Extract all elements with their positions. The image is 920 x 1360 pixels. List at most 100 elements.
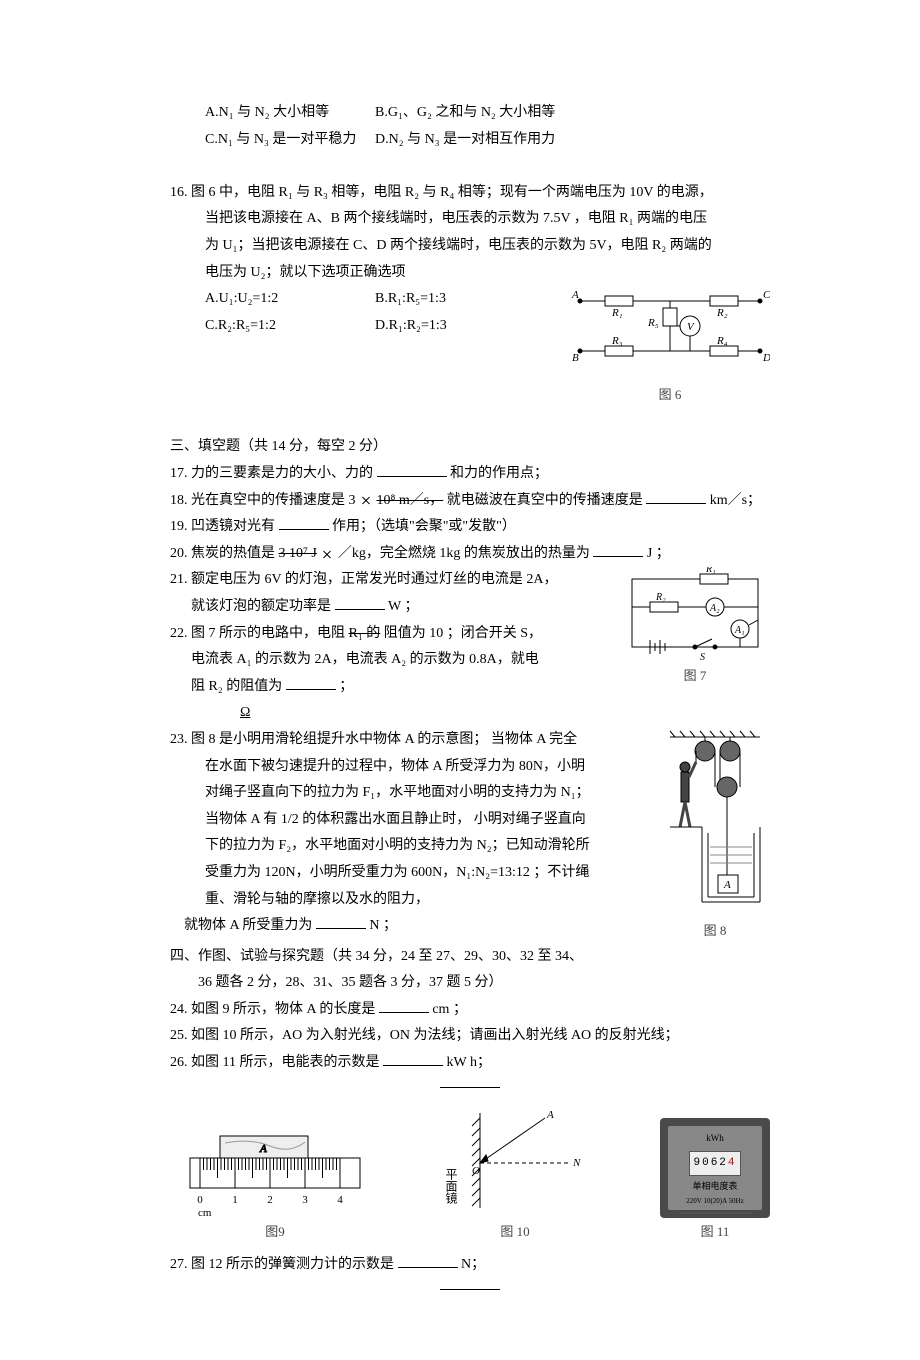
q15-optA: A.N₁ 与 N₂ 大小相等 [205, 100, 375, 127]
q16-optC: C.R₂:R₅=1:2 [205, 313, 375, 340]
q20-c: ／kg，完全燃烧 1kg 的焦炭放出的热量为 [338, 546, 590, 561]
svg-text:R₄: R₄ [716, 335, 728, 347]
q16-line2: 当把该电源接在 A、B 两个接线端时，电压表的示数为 7.5V ，电阻 R₁ 两… [205, 211, 707, 226]
q21-b: 就该灯泡的额定功率是 [170, 599, 331, 614]
q24-b: cm ； [432, 1002, 467, 1017]
meter-spec: 220V 10(20)A 50Hz [686, 1195, 743, 1208]
q23-h: 就物体 A 所受重力为 [184, 918, 312, 933]
q15-optC: C.N₁ 与 N₃ 是一对平稳力 [205, 127, 375, 154]
q17: 17. 力的三要素是力的大小、力的 和力的作用点； [170, 461, 770, 488]
q16-line4: 电压为 U₂；就以下选项正确选项 [205, 265, 406, 280]
svg-text:C: C [763, 289, 770, 301]
q26-a: 26. 如图 11 所示，电能表的示数是 [170, 1055, 379, 1070]
svg-text:2: 2 [267, 1194, 273, 1206]
svg-text:R₁: R₁ [611, 307, 623, 319]
svg-text:4: 4 [337, 1194, 343, 1206]
energy-meter: kWh 90624 单相电度表 220V 10(20)A 50Hz [660, 1118, 770, 1218]
section-3-title: 三、填空题（共 14 分，每空 2 分） [170, 434, 770, 461]
fig11-caption: 图 11 [660, 1220, 770, 1245]
q27-b: N； [461, 1257, 485, 1272]
fig7-caption: 图 7 [620, 664, 770, 689]
figure-7: R₁ R₂ A₂ A₁ S 图 7 [620, 567, 770, 689]
q25: 25. 如图 10 所示，AO 为入射光线，ON 为法线；请画出入射光线 AO … [170, 1023, 770, 1050]
q23-block: 23. 图 8 是小明用滑轮组提升水中物体 A 的示意图； 当物体 A 完全 在… [170, 727, 650, 940]
fig10-caption: 图 10 [445, 1220, 585, 1245]
q17-text: 17. 力的三要素是力的大小、力的 [170, 466, 373, 481]
svg-text:R₂: R₂ [716, 307, 728, 319]
svg-text:R₂: R₂ [655, 592, 666, 603]
figure-11: kWh 90624 单相电度表 220V 10(20)A 50Hz 图 11 [660, 1118, 770, 1245]
q22-a: 22. 图 7 所示的电路中，电阻 [170, 626, 349, 641]
q15-optB: B.G₁、G₂ 之和与 N₂ 大小相等 [375, 100, 555, 127]
q23-e: 下的拉力为 F₂，水平地面对小明的支持力为 N₂；已知动滑轮所 [205, 838, 590, 853]
q22-e: ； [339, 679, 353, 694]
q16-stem: 16. 图 6 中，电阻 R₁ 与 R₃ 相等，电阻 R₂ 与 R₄ 相等；现有… [170, 180, 770, 286]
mirror-label: 平面镜 [445, 1168, 458, 1204]
q23-b: 在水面下被匀速提升的过程中，物体 A 所受浮力为 80N，小明 [205, 759, 585, 774]
svg-text:O: O [472, 1165, 480, 1177]
figure-8: A 图 8 [660, 727, 770, 944]
svg-text:S: S [700, 652, 705, 662]
q16-options: A.U₁:U₂=1:2 B.R₁:R₅=1:3 C.R₂:R₅=1:2 D.R₁… [170, 286, 560, 339]
q20-a: 20. 焦炭的热值是 [170, 546, 279, 561]
q22-d: 阻 R₂ 的阻值为 [170, 679, 282, 694]
q21-c: W ； [388, 599, 418, 614]
q27-a: 27. 图 12 所示的弹簧测力计的示数是 [170, 1257, 394, 1272]
svg-text:R₅: R₅ [647, 317, 659, 329]
fig6-caption: 图 6 [570, 383, 770, 408]
q16-line3: 为 U₁；当把该电源接在 C、D 两个接线端时，电压表的示数为 5V，电阻 R₂… [205, 238, 712, 253]
divider [440, 1087, 500, 1088]
svg-text:B: B [572, 352, 579, 364]
q18-c: 就电磁波在真空中的传播速度是 [447, 493, 643, 508]
figure-10: A N O 平面镜 图 10 [445, 1108, 585, 1245]
svg-text:A: A [571, 289, 579, 301]
q22-r1: R₁ 的 [349, 626, 381, 641]
q21: 21. 额定电压为 6V 的灯泡，正常发光时通过灯丝的电流是 2A， 就该灯泡的… [170, 567, 610, 620]
fig9-caption: 图9 [180, 1220, 370, 1245]
q19-b: 作用；（选填"会聚"或"发散"） [332, 519, 516, 534]
q18-d: km／s； [710, 493, 761, 508]
q23-d: 当物体 A 有 1/2 的体积露出水面且静止时， 小明对绳子竖直向 [205, 812, 586, 827]
q18-a: 18. 光在真空中的传播速度是 3 [170, 493, 356, 508]
section-4-title: 四、作图、试验与探究题（共 34 分，24 至 27、29、30、32 至 34… [170, 944, 770, 997]
svg-text:A: A [546, 1109, 554, 1121]
q22-f: Ω [170, 705, 250, 720]
q21-q22-block: 21. 额定电压为 6V 的灯泡，正常发光时通过灯丝的电流是 2A， 就该灯泡的… [170, 567, 610, 727]
q20: 20. 焦炭的热值是 3 10⁷ J ／kg，完全燃烧 1kg 的焦炭放出的热量… [170, 541, 770, 568]
figures-9-10-11: A 0 1 2 3 4 cm 图9 [170, 1108, 770, 1245]
q22-c: 电流表 A₁ 的示数为 2A，电流表 A₂ 的示数为 0.8A，就电 [170, 652, 539, 667]
figure-6: A C B D R₁ R₂ R₃ R₄ R₅ V 图 6 [570, 286, 770, 408]
figure-9: A 0 1 2 3 4 cm 图9 [180, 1128, 370, 1245]
svg-text:N: N [572, 1157, 581, 1169]
q16-optA: A.U₁:U₂=1:2 [205, 286, 375, 313]
divider [440, 1289, 500, 1290]
svg-text:A: A [723, 879, 731, 891]
q18: 18. 光在真空中的传播速度是 3 10⁸ m／s， 就电磁波在真空中的传播速度… [170, 488, 770, 515]
sec4-a: 四、作图、试验与探究题（共 34 分，24 至 27、29、30、32 至 34… [170, 949, 583, 964]
q15-optD: D.N₂ 与 N₃ 是一对相互作用力 [375, 127, 555, 154]
q22: 22. 图 7 所示的电路中，电阻 R₁ 的 阻值为 10 ；闭合开关 S， 电… [170, 621, 610, 727]
q17-text2: 和力的作用点； [450, 466, 548, 481]
q27: 27. 图 12 所示的弹簧测力计的示数是 N； [170, 1252, 770, 1279]
sec4-b: 36 题各 2 分，28、31、35 题各 3 分，37 题 5 分） [170, 975, 503, 990]
q19-a: 19. 凹透镜对光有 [170, 519, 275, 534]
svg-text:3: 3 [302, 1194, 308, 1206]
svg-text:R₁: R₁ [705, 567, 716, 575]
q20-d: J ； [647, 546, 670, 561]
q21-a: 21. 额定电压为 6V 的灯泡，正常发光时通过灯丝的电流是 2A， [170, 572, 557, 587]
svg-text:cm: cm [198, 1207, 212, 1218]
q19: 19. 凹透镜对光有 作用；（选填"会聚"或"发散"） [170, 514, 770, 541]
q16-line1: 16. 图 6 中，电阻 R₁ 与 R₃ 相等，电阻 R₂ 与 R₄ 相等；现有… [170, 185, 713, 200]
q20-b: 3 10⁷ J [279, 546, 317, 561]
meter-disc [679, 1212, 751, 1214]
svg-text:1: 1 [232, 1194, 238, 1206]
q23-g: 重、滑轮与轴的摩擦以及水的阻力， [205, 892, 429, 907]
meter-name: 单相电度表 [692, 1178, 737, 1195]
svg-text:D: D [762, 352, 770, 364]
q16-optD: D.R₁:R₂=1:3 [375, 313, 447, 340]
q26: 26. 如图 11 所示，电能表的示数是 kW h； [170, 1050, 770, 1077]
q18-b: 10⁸ m／s， [377, 493, 444, 508]
meter-reading: 90624 [689, 1151, 740, 1176]
svg-text:A: A [259, 1143, 267, 1155]
q26-b: kW h； [446, 1055, 490, 1070]
